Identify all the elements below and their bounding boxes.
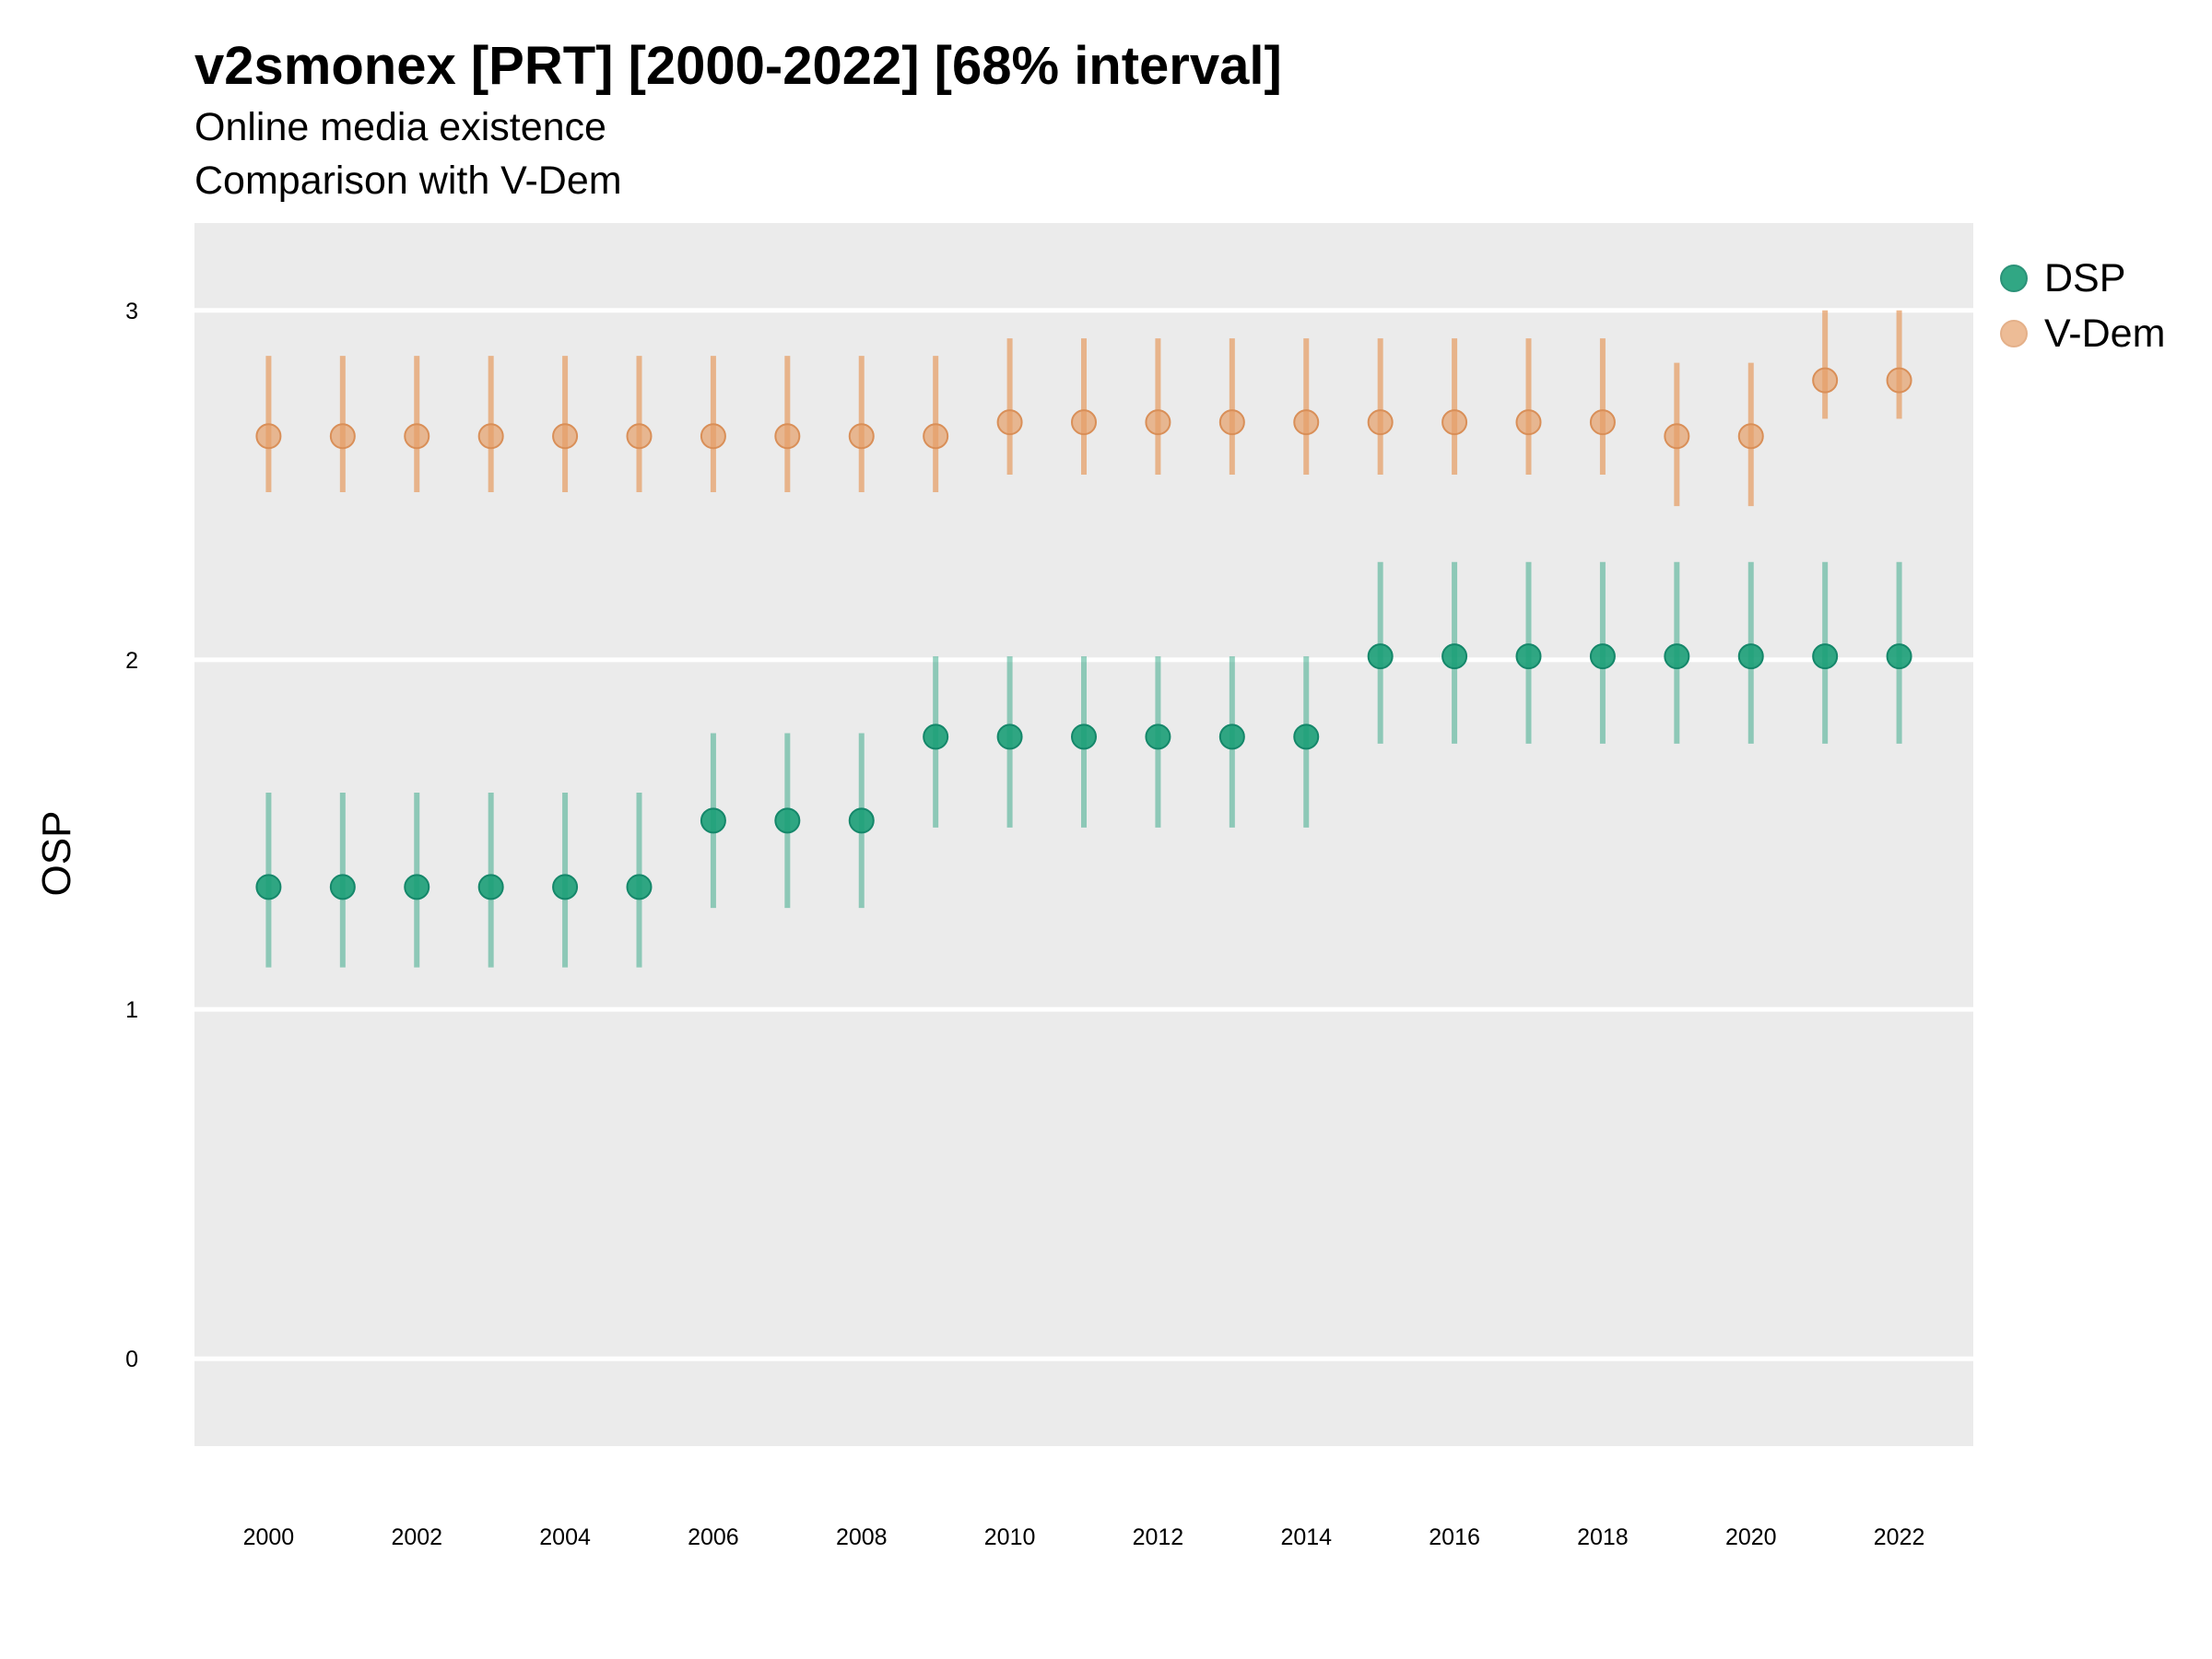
x-tick-label: 2012	[1133, 1524, 1184, 1550]
point-vdem	[1071, 409, 1097, 436]
point-vdem	[404, 423, 430, 450]
point-vdem	[700, 423, 726, 450]
point-dsp	[1664, 643, 1690, 670]
point-vdem	[552, 423, 579, 450]
point-vdem	[1293, 409, 1320, 436]
legend-label-dsp: DSP	[2044, 255, 2126, 300]
point-dsp	[626, 874, 653, 900]
chart-subtitle: Online media existence	[194, 105, 606, 149]
point-dsp	[1441, 643, 1468, 670]
y-tick-label: 1	[125, 997, 138, 1023]
point-vdem	[1218, 409, 1245, 436]
x-tick-label: 2020	[1725, 1524, 1777, 1550]
point-dsp	[552, 874, 579, 900]
point-dsp	[700, 807, 726, 834]
x-tick-label: 2022	[1874, 1524, 1925, 1550]
y-tick-label: 0	[125, 1347, 138, 1372]
point-vdem	[329, 423, 356, 450]
point-dsp	[255, 874, 282, 900]
x-axis-ticks: 2000 2002 2004 2006 2008 2010 2012 2014 2016 2018…	[243, 1524, 1925, 1550]
point-vdem	[477, 423, 504, 450]
point-dsp	[996, 724, 1023, 750]
point-vdem	[848, 423, 875, 450]
point-dsp	[1515, 643, 1542, 670]
point-vdem	[255, 423, 282, 450]
point-vdem	[1737, 423, 1764, 450]
point-dsp	[1145, 724, 1171, 750]
point-dsp	[774, 807, 801, 834]
legend-label-vdem: V-Dem	[2044, 311, 2166, 356]
series-vdem	[255, 310, 1912, 507]
x-tick-label: 2014	[1280, 1524, 1332, 1550]
point-dsp	[329, 874, 356, 900]
y-tick-label: 2	[125, 648, 138, 674]
point-vdem	[1441, 409, 1468, 436]
x-tick-label: 2018	[1577, 1524, 1629, 1550]
x-tick-label: 2002	[391, 1524, 442, 1550]
point-vdem	[1515, 409, 1542, 436]
y-axis-ticks: 0 1 2 3	[125, 299, 138, 1372]
point-vdem	[774, 423, 801, 450]
point-vdem	[1812, 367, 1839, 394]
point-dsp	[1071, 724, 1097, 750]
point-dsp	[1367, 643, 1394, 670]
point-dsp	[1293, 724, 1320, 750]
series-layer	[255, 310, 1912, 968]
legend: DSP V-Dem	[2000, 251, 2165, 361]
point-dsp	[477, 874, 504, 900]
point-dsp	[1886, 643, 1912, 670]
point-dsp	[1812, 643, 1839, 670]
series-dsp	[255, 561, 1912, 968]
x-tick-label: 2004	[539, 1524, 591, 1550]
legend-key-dsp	[2000, 265, 2028, 292]
y-axis-label: OSP	[34, 811, 79, 897]
x-tick-label: 2000	[243, 1524, 295, 1550]
point-dsp	[1737, 643, 1764, 670]
point-vdem	[1664, 423, 1690, 450]
point-vdem	[626, 423, 653, 450]
x-tick-label: 2010	[984, 1524, 1036, 1550]
point-dsp	[848, 807, 875, 834]
point-dsp	[1589, 643, 1616, 670]
legend-item-dsp: DSP	[2000, 251, 2165, 306]
point-vdem	[1886, 367, 1912, 394]
x-tick-label: 2008	[836, 1524, 888, 1550]
point-dsp	[1218, 724, 1245, 750]
point-dsp	[923, 724, 949, 750]
legend-key-vdem	[2000, 320, 2028, 347]
legend-item-vdem: V-Dem	[2000, 306, 2165, 361]
x-tick-label: 2006	[688, 1524, 739, 1550]
point-vdem	[1589, 409, 1616, 436]
x-tick-label: 2016	[1429, 1524, 1480, 1550]
point-vdem	[1367, 409, 1394, 436]
point-vdem	[923, 423, 949, 450]
chart-subtitle-comparison: Comparison with V-Dem	[194, 159, 622, 203]
point-vdem	[1145, 409, 1171, 436]
y-tick-label: 3	[125, 299, 138, 324]
chart-title: v2smonex [PRT] [2000-2022] [68% interval…	[194, 36, 1282, 96]
point-vdem	[996, 409, 1023, 436]
point-dsp	[404, 874, 430, 900]
